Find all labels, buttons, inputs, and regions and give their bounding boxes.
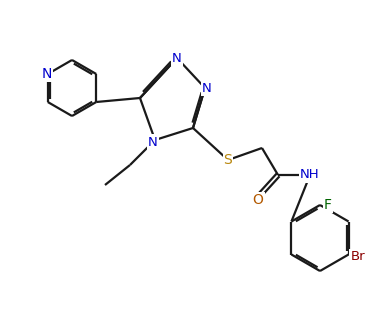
Text: O: O — [253, 193, 264, 207]
Text: S: S — [224, 153, 232, 167]
Text: F: F — [324, 198, 332, 212]
Text: NH: NH — [300, 168, 320, 181]
Text: N: N — [202, 82, 212, 95]
Text: N: N — [148, 136, 158, 149]
Text: Br: Br — [350, 250, 365, 263]
Text: N: N — [42, 67, 52, 81]
Text: N: N — [172, 52, 182, 65]
